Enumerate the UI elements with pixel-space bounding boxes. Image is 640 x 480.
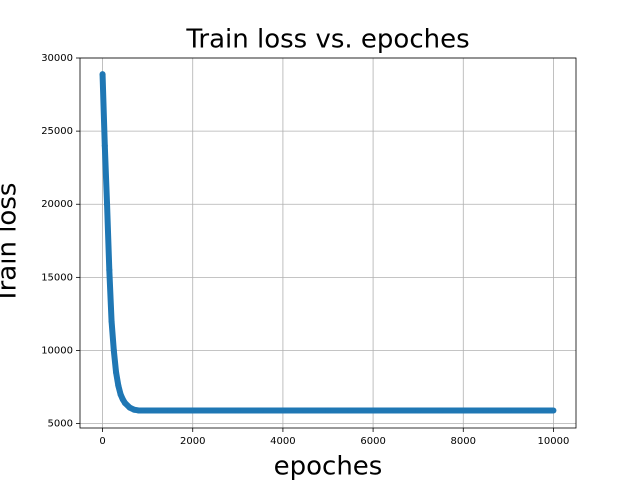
marker [117, 391, 124, 398]
marker [189, 407, 196, 414]
x-tick-label: 0 [99, 436, 105, 447]
marker [437, 407, 444, 414]
marker [99, 71, 106, 78]
marker [370, 407, 377, 414]
marker [392, 407, 399, 414]
marker [104, 201, 111, 208]
marker [126, 404, 133, 411]
chart-title: Train loss vs. epoches [185, 25, 469, 55]
marker [144, 407, 151, 414]
y-tick-label: 10000 [41, 345, 73, 356]
marker [347, 407, 354, 414]
marker [101, 142, 108, 149]
marker [234, 407, 241, 414]
marker [113, 369, 120, 376]
y-tick-label: 15000 [41, 272, 73, 283]
x-tick-label: 8000 [451, 436, 476, 447]
marker [415, 407, 422, 414]
marker [135, 407, 142, 414]
marker [122, 400, 129, 407]
x-tick-label: 10000 [538, 436, 570, 447]
marker [106, 267, 113, 274]
marker [108, 318, 115, 325]
marker [325, 407, 331, 414]
x-tick-label: 6000 [360, 436, 385, 447]
marker [460, 407, 467, 414]
y-axis-label: Train loss [0, 183, 23, 305]
marker [257, 407, 264, 414]
y-tick-label: 5000 [48, 419, 73, 430]
y-tick-label: 20000 [41, 199, 73, 210]
marker [279, 407, 286, 414]
y-tick-label: 30000 [41, 53, 73, 64]
marker [131, 406, 138, 413]
y-tick-label: 25000 [41, 126, 73, 137]
marker [167, 407, 174, 414]
loss-line [99, 73, 554, 414]
x-tick-label: 2000 [180, 436, 205, 447]
marker [505, 407, 512, 414]
marker [212, 407, 219, 414]
marker [527, 407, 534, 414]
marker [482, 407, 489, 414]
x-axis-label: epoches [274, 452, 383, 480]
marker [550, 407, 557, 414]
marker [302, 407, 309, 414]
plot-frame [79, 57, 577, 429]
marker [115, 382, 122, 389]
x-tick-label: 4000 [270, 436, 295, 447]
marker [110, 347, 117, 354]
